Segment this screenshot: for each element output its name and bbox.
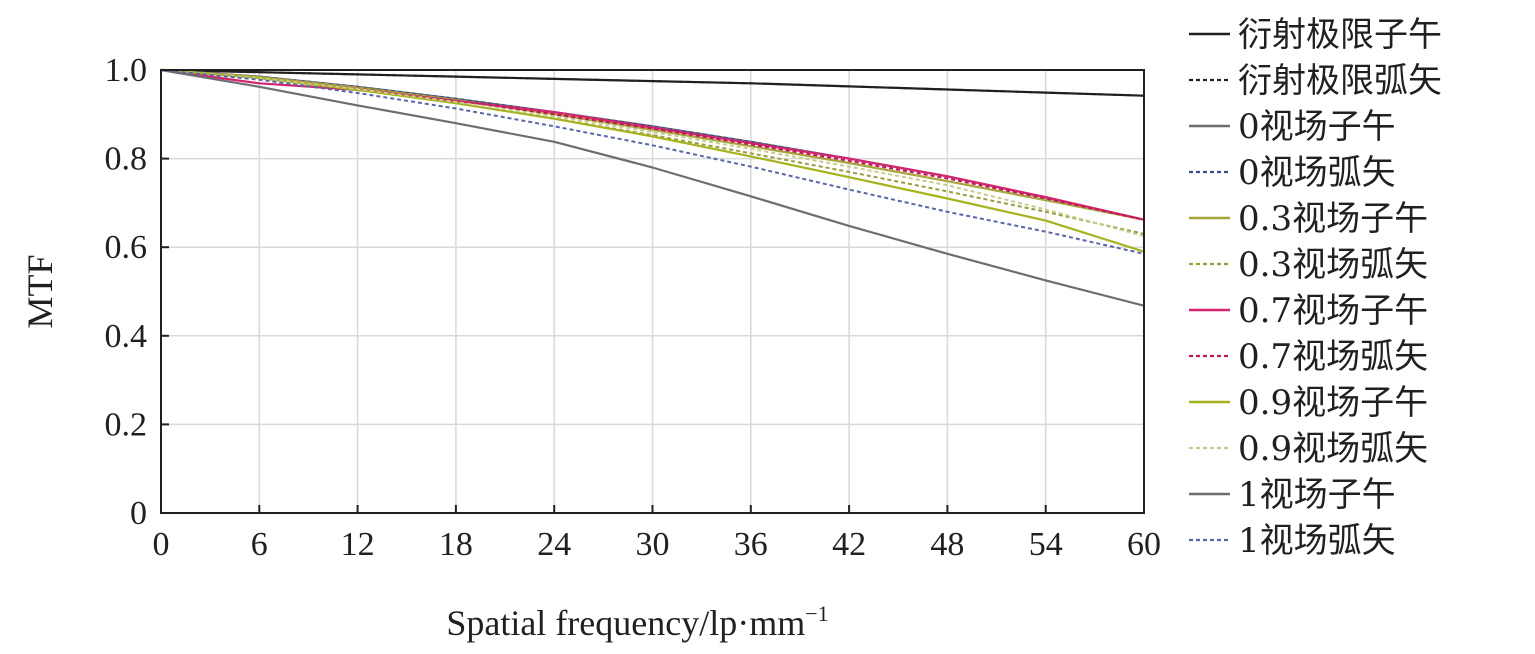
y-tick-label: 0.6	[105, 229, 148, 266]
x-tick-label: 54	[1029, 526, 1063, 563]
x-axis-title: Spatial frequency/lp·mm−1	[446, 601, 828, 643]
x-axis-title-superscript: −1	[805, 601, 828, 626]
x-tick-label: 48	[930, 526, 964, 563]
legend-entry-label: 衍射极限子午	[1238, 15, 1442, 55]
y-tick-label: 0.4	[105, 318, 148, 355]
x-tick-label: 24	[537, 526, 571, 563]
series-line	[160, 68, 1145, 307]
legend-entry-label: 0.7视场子午	[1238, 291, 1428, 331]
y-tick-label: 0	[130, 495, 147, 532]
legend-entry-label: 0.3视场弧矢	[1238, 245, 1428, 285]
y-axis-title: MTF	[20, 254, 60, 328]
legend-entry-label: 1视场子午	[1238, 475, 1396, 515]
series-lines	[160, 68, 1145, 307]
x-tick-label: 36	[734, 526, 768, 563]
y-axis: 0 0.2 0.4 0.6 0.8 1.0	[105, 52, 169, 532]
x-tick-label: 12	[341, 526, 375, 563]
y-tick-label: 0.8	[105, 141, 148, 178]
x-axis-title-main: Spatial frequency/lp·mm	[446, 603, 805, 643]
series-line	[160, 69, 1145, 255]
y-tick-label: 0.2	[105, 406, 148, 443]
legend-entry-label: 1视场弧矢	[1238, 521, 1396, 561]
legend-entry-label: 衍射极限弧矢	[1238, 61, 1442, 101]
x-tick-label: 30	[636, 526, 670, 563]
x-tick-label: 6	[251, 526, 268, 563]
legend-entry-label: 0.3视场子午	[1238, 199, 1428, 239]
legend-entry-label: 0视场子午	[1238, 107, 1396, 147]
x-tick-label: 0	[153, 526, 170, 563]
x-tick-label: 60	[1127, 526, 1161, 563]
x-tick-label: 18	[439, 526, 473, 563]
legend-entry-label: 0.9视场弧矢	[1238, 429, 1428, 469]
legend-entry-label: 0.7视场弧矢	[1238, 337, 1428, 377]
x-axis: 0 6 12 18 24 30 36 42 48 54 60	[153, 505, 1161, 563]
series-line	[160, 69, 1145, 238]
legend-entry-label: 0视场弧矢	[1238, 153, 1396, 193]
x-tick-label: 42	[832, 526, 866, 563]
y-tick-label: 1.0	[105, 52, 148, 89]
legend-entry-label: 0.9视场子午	[1238, 383, 1428, 423]
series-line	[160, 69, 1145, 97]
